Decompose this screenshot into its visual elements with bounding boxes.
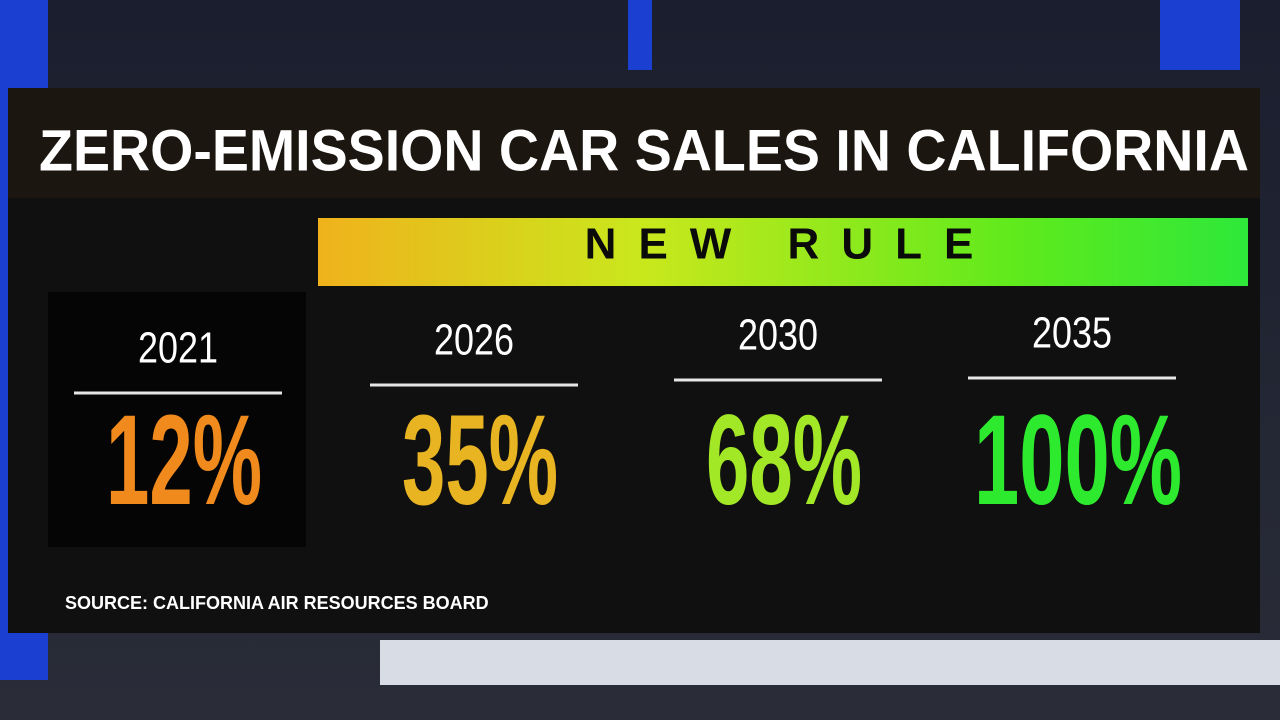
share: 68%	[706, 389, 862, 532]
share: 100%	[974, 389, 1182, 532]
year: 2030	[738, 311, 818, 360]
share: 12%	[106, 389, 262, 532]
panels: 2021 12% 2026 35% 2030 68% 2035 100%	[74, 309, 1182, 532]
year: 2021	[138, 324, 218, 373]
blue-pillar	[628, 0, 652, 70]
share: 35%	[402, 389, 558, 532]
title: ZERO-EMISSION CAR SALES IN CALIFORNIA	[39, 118, 1249, 183]
year: 2026	[434, 316, 514, 365]
banner: NEW RULE	[585, 220, 996, 269]
blue-pillar	[1160, 0, 1240, 70]
source: SOURCE: CALIFORNIA AIR RESOURCES BOARD	[65, 593, 489, 613]
panel-box	[48, 292, 306, 547]
desk-edge	[380, 640, 1280, 685]
screen-top	[8, 88, 1260, 198]
year: 2035	[1032, 309, 1112, 358]
new-rule-bar	[318, 218, 1248, 286]
